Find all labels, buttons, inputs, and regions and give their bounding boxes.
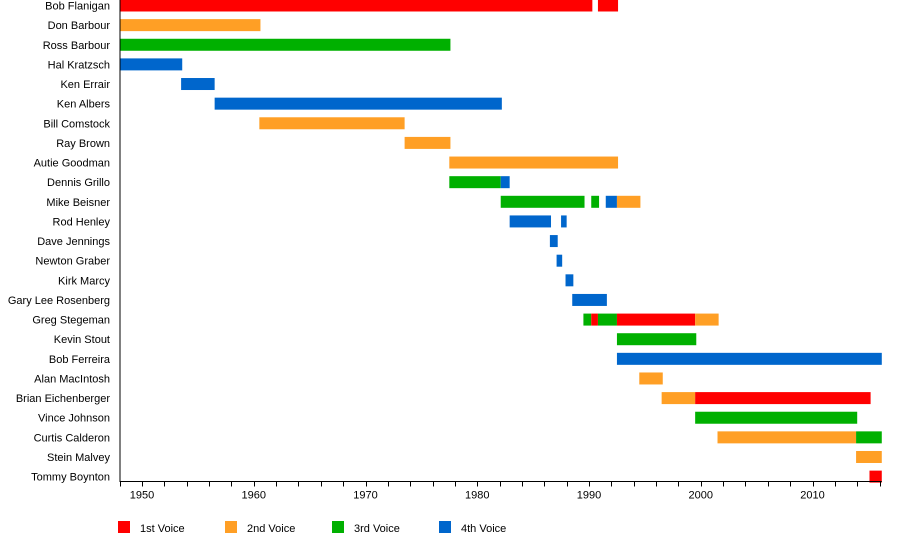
row-label: Kevin Stout (54, 334, 110, 346)
bar-segment-v2 (695, 313, 719, 326)
row-label: Ken Albers (57, 99, 111, 111)
row-label: Gary Lee Rosenberg (8, 295, 110, 307)
bar-segment-v3 (597, 313, 617, 326)
bar-segment-v2 (639, 372, 663, 385)
row-labels: Bob Flanigan Don Barbour Ross Barbour Hal K… (8, 1, 111, 484)
bar-segment-v3 (616, 333, 697, 346)
bar-segment-v2 (616, 195, 641, 208)
legend-swatch-v2 (225, 521, 237, 533)
bar-segment-v3 (695, 411, 858, 424)
bar-segment-v4 (509, 215, 552, 228)
bar-segment-v2 (661, 392, 696, 405)
row-label: Curtis Calderon (34, 432, 110, 444)
x-tick-label: 1950 (130, 490, 154, 502)
bar-segment-v1 (616, 313, 696, 326)
row-label: Ray Brown (56, 138, 110, 150)
bar-segment-v3 (449, 176, 501, 189)
bar-segment-v3 (591, 195, 600, 208)
row-label: Mike Beisner (46, 197, 110, 209)
legend-swatch-v3 (332, 521, 344, 533)
row-label: Bob Ferreira (49, 354, 111, 366)
row-label: Kirk Marcy (58, 275, 110, 287)
legend-label: 2nd Voice (247, 523, 295, 535)
x-axis-ticks: 1950 1960 1970 1980 1990 2000 2010 (120, 481, 881, 502)
row-label: Vince Johnson (38, 413, 110, 425)
x-tick-label: 1990 (577, 490, 601, 502)
bar-segment-v3 (119, 38, 451, 51)
bar-segment-v2 (717, 431, 857, 444)
bar-segment-v1 (591, 313, 598, 326)
row-label: Dave Jennings (37, 236, 110, 248)
bar-segment-v4 (500, 176, 510, 189)
row-label: Bill Comstock (43, 118, 110, 130)
bar-segment-v1 (119, 0, 593, 12)
bar-segment-v2 (856, 450, 882, 463)
bar-segment-v3 (856, 431, 882, 444)
bar-segment-v4 (214, 97, 502, 110)
bar-segment-v1 (597, 0, 619, 12)
row-label: Newton Graber (35, 256, 110, 268)
bar-segment-v4 (616, 352, 882, 365)
row-label: Rod Henley (53, 216, 111, 228)
bar-segment-v1 (869, 470, 882, 483)
legend-swatch-v4 (439, 521, 451, 533)
bar-segment-v4 (119, 58, 183, 71)
row-label: Bob Flanigan (45, 1, 110, 13)
x-tick-label: 1960 (242, 490, 266, 502)
row-label: Don Barbour (48, 20, 111, 32)
row-label: Autie Goodman (34, 158, 110, 170)
x-tick-label: 1980 (465, 490, 489, 502)
legend-label: 3rd Voice (354, 523, 400, 535)
row-label: Greg Stegeman (32, 315, 110, 327)
row-label: Hal Kratzsch (48, 59, 110, 71)
row-label: Dennis Grillo (47, 177, 110, 189)
axes (119, 0, 882, 482)
x-tick-label: 1970 (353, 490, 377, 502)
bar-segment-v2 (259, 117, 405, 130)
row-label: Alan MacIntosh (34, 373, 110, 385)
legend-swatch-v1 (118, 521, 130, 533)
bar-segment-v4 (561, 215, 567, 228)
bar-segment-v4 (572, 293, 607, 306)
legend-label: 4th Voice (461, 523, 506, 535)
bar-segment-v4 (605, 195, 617, 208)
bar-segment-v3 (583, 313, 592, 326)
bars-layer (119, 0, 882, 483)
row-label: Ross Barbour (43, 40, 111, 52)
x-tick-label: 2000 (689, 490, 713, 502)
bar-segment-v2 (119, 19, 261, 32)
legend: 1st Voice 2nd Voice 3rd Voice 4th Voice (118, 521, 506, 535)
bar-segment-v1 (695, 392, 871, 405)
row-label: Tommy Boynton (31, 472, 110, 484)
legend-label: 1st Voice (140, 523, 185, 535)
bar-segment-v4 (565, 274, 574, 287)
bar-segment-v2 (404, 136, 451, 149)
row-label: Stein Malvey (47, 452, 110, 464)
bar-segment-v2 (449, 156, 619, 169)
row-label: Ken Errair (60, 79, 110, 91)
bar-segment-v4 (181, 78, 215, 91)
bar-segment-v3 (500, 195, 585, 208)
x-tick-label: 2010 (800, 490, 824, 502)
row-label: Brian Eichenberger (16, 393, 111, 405)
bar-segment-v4 (549, 235, 558, 248)
bar-segment-v4 (556, 254, 563, 267)
